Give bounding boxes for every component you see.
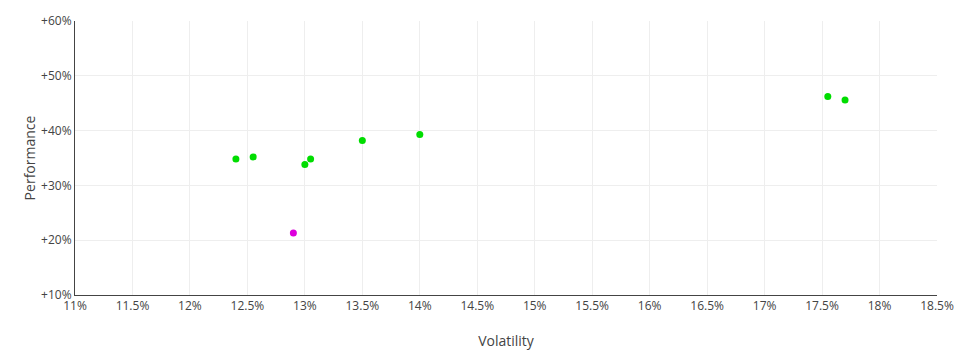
svg-text:17%: 17% [753, 297, 777, 314]
svg-text:13%: 13% [293, 297, 317, 314]
svg-text:14.5%: 14.5% [460, 297, 494, 314]
svg-text:+10%: +10% [41, 286, 72, 303]
svg-text:17.5%: 17.5% [805, 297, 839, 314]
svg-text:16.5%: 16.5% [690, 297, 724, 314]
svg-text:18%: 18% [868, 297, 892, 314]
svg-text:11.5%: 11.5% [116, 297, 150, 314]
svg-text:13.5%: 13.5% [346, 297, 380, 314]
svg-text:15%: 15% [523, 297, 547, 314]
svg-text:+60%: +60% [41, 12, 72, 29]
svg-text:Volatility: Volatility [478, 331, 535, 350]
svg-text:12%: 12% [178, 297, 202, 314]
svg-text:18.5%: 18.5% [920, 297, 954, 314]
svg-text:15.5%: 15.5% [575, 297, 609, 314]
svg-text:12.5%: 12.5% [231, 297, 265, 314]
svg-text:16%: 16% [638, 297, 662, 314]
svg-text:+50%: +50% [41, 67, 72, 84]
svg-text:Performance: Performance [20, 115, 39, 200]
svg-text:+20%: +20% [41, 231, 72, 248]
svg-text:+40%: +40% [41, 122, 72, 139]
svg-text:11%: 11% [63, 297, 87, 314]
svg-text:14%: 14% [408, 297, 432, 314]
svg-text:+30%: +30% [41, 177, 72, 194]
